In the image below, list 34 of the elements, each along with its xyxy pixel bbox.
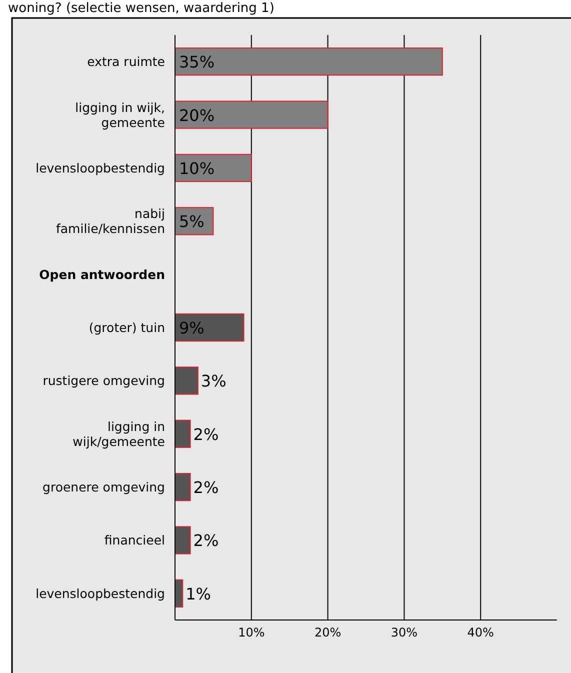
bar xyxy=(174,526,191,554)
y-tick-label: extra ruimte xyxy=(87,54,166,70)
y-tick-label: financieel xyxy=(104,532,165,548)
bar xyxy=(174,48,443,76)
x-tick-label: 40% xyxy=(467,626,494,640)
y-tick-label: levensloopbestendig xyxy=(36,160,165,176)
bar xyxy=(174,100,328,129)
chart-title: woning? (selectie wensen, waardering 1) xyxy=(8,1,274,16)
y-tick-label: nabij familie/kennissen xyxy=(56,206,165,236)
data-label: 20% xyxy=(179,106,215,125)
y-tick-label: (groter) tuin xyxy=(88,320,165,335)
data-label: 3% xyxy=(200,372,226,391)
y-tick-label: rustigere omgeving xyxy=(42,373,165,388)
y-tick-label: levensloopbestendig xyxy=(36,586,165,601)
data-label: 10% xyxy=(179,158,215,178)
x-tick-label: 10% xyxy=(238,626,265,640)
data-label: 2% xyxy=(193,424,219,444)
y-tick-label: groenere omgeving xyxy=(42,480,165,495)
bar xyxy=(174,472,191,502)
y-tick-label: ligging in wijk, gemeente xyxy=(75,100,166,130)
bar xyxy=(174,366,198,395)
bar xyxy=(174,154,252,182)
data-label: 1% xyxy=(186,584,212,604)
y-tick-label: ligging in wijk/gemeente xyxy=(72,418,166,449)
x-tick-label: 30% xyxy=(390,626,418,640)
data-label: 35% xyxy=(179,52,215,72)
data-label: 5% xyxy=(179,212,204,232)
bar xyxy=(174,420,191,448)
data-label: 2% xyxy=(193,478,219,498)
y-tick-label: Open antwoorden xyxy=(39,266,165,282)
bar xyxy=(174,313,244,342)
data-label: 2% xyxy=(193,531,219,550)
data-label: 9% xyxy=(179,318,204,338)
x-tick-label: 20% xyxy=(314,626,342,640)
